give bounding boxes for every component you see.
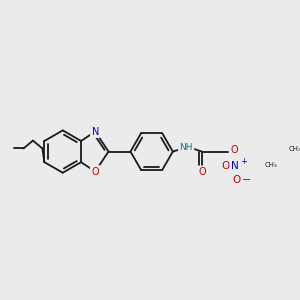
Text: O: O — [92, 167, 99, 177]
Text: −: − — [242, 175, 251, 185]
Text: +: + — [240, 157, 247, 166]
Text: N: N — [231, 161, 239, 171]
Text: O: O — [198, 167, 206, 177]
Text: O: O — [230, 145, 238, 155]
Text: N: N — [92, 127, 99, 136]
Text: O: O — [233, 175, 241, 185]
Text: O: O — [222, 161, 230, 171]
Text: CH₃: CH₃ — [265, 162, 277, 168]
Text: NH: NH — [179, 143, 193, 152]
Text: CH₃: CH₃ — [289, 146, 300, 152]
